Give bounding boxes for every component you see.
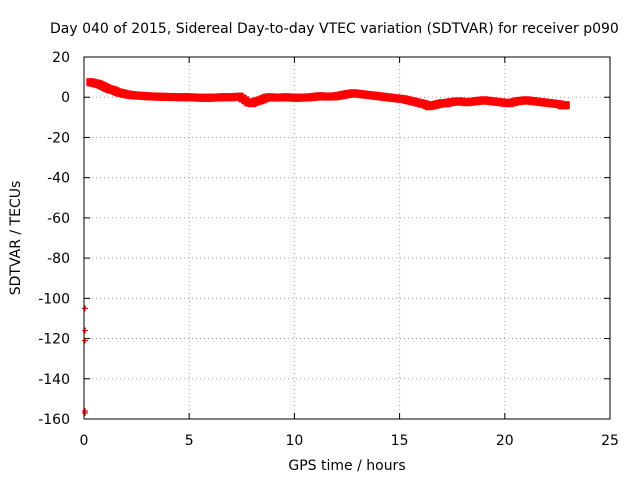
y-tick-label: -160 <box>38 412 70 428</box>
y-tick-label: -40 <box>47 171 70 187</box>
tick-labels: 20 0 -20 -40 -60 -80 -100 -120 -140 -160 0 5 10 15 20 2… <box>38 50 619 449</box>
grid <box>84 57 610 419</box>
axis-ticks <box>83 56 611 420</box>
x-tick-label: 5 <box>185 433 194 449</box>
y-tick-label: -100 <box>38 291 70 307</box>
y-tick-label: -80 <box>47 251 70 267</box>
y-tick-label: 0 <box>61 90 70 106</box>
x-tick-label: 0 <box>80 433 89 449</box>
y-tick-label: -120 <box>38 332 70 348</box>
x-tick-label: 20 <box>496 433 514 449</box>
chart-title: Day 040 of 2015, Sidereal Day-to-day VTE… <box>50 21 619 37</box>
y-tick-label: 20 <box>52 50 70 66</box>
y-axis-label: SDTVAR / TECUs <box>8 181 24 296</box>
x-axis-label: GPS time / hours <box>288 458 405 474</box>
data-series <box>82 78 570 416</box>
y-tick-label: -140 <box>38 372 70 388</box>
plot-frame <box>83 56 611 420</box>
x-tick-label: 25 <box>601 433 619 449</box>
y-tick-label: -20 <box>47 130 70 146</box>
x-tick-label: 15 <box>391 433 409 449</box>
data-point <box>561 101 570 110</box>
x-tick-label: 10 <box>285 433 303 449</box>
series-sdtvar <box>82 78 570 416</box>
y-tick-label: -60 <box>47 211 70 227</box>
